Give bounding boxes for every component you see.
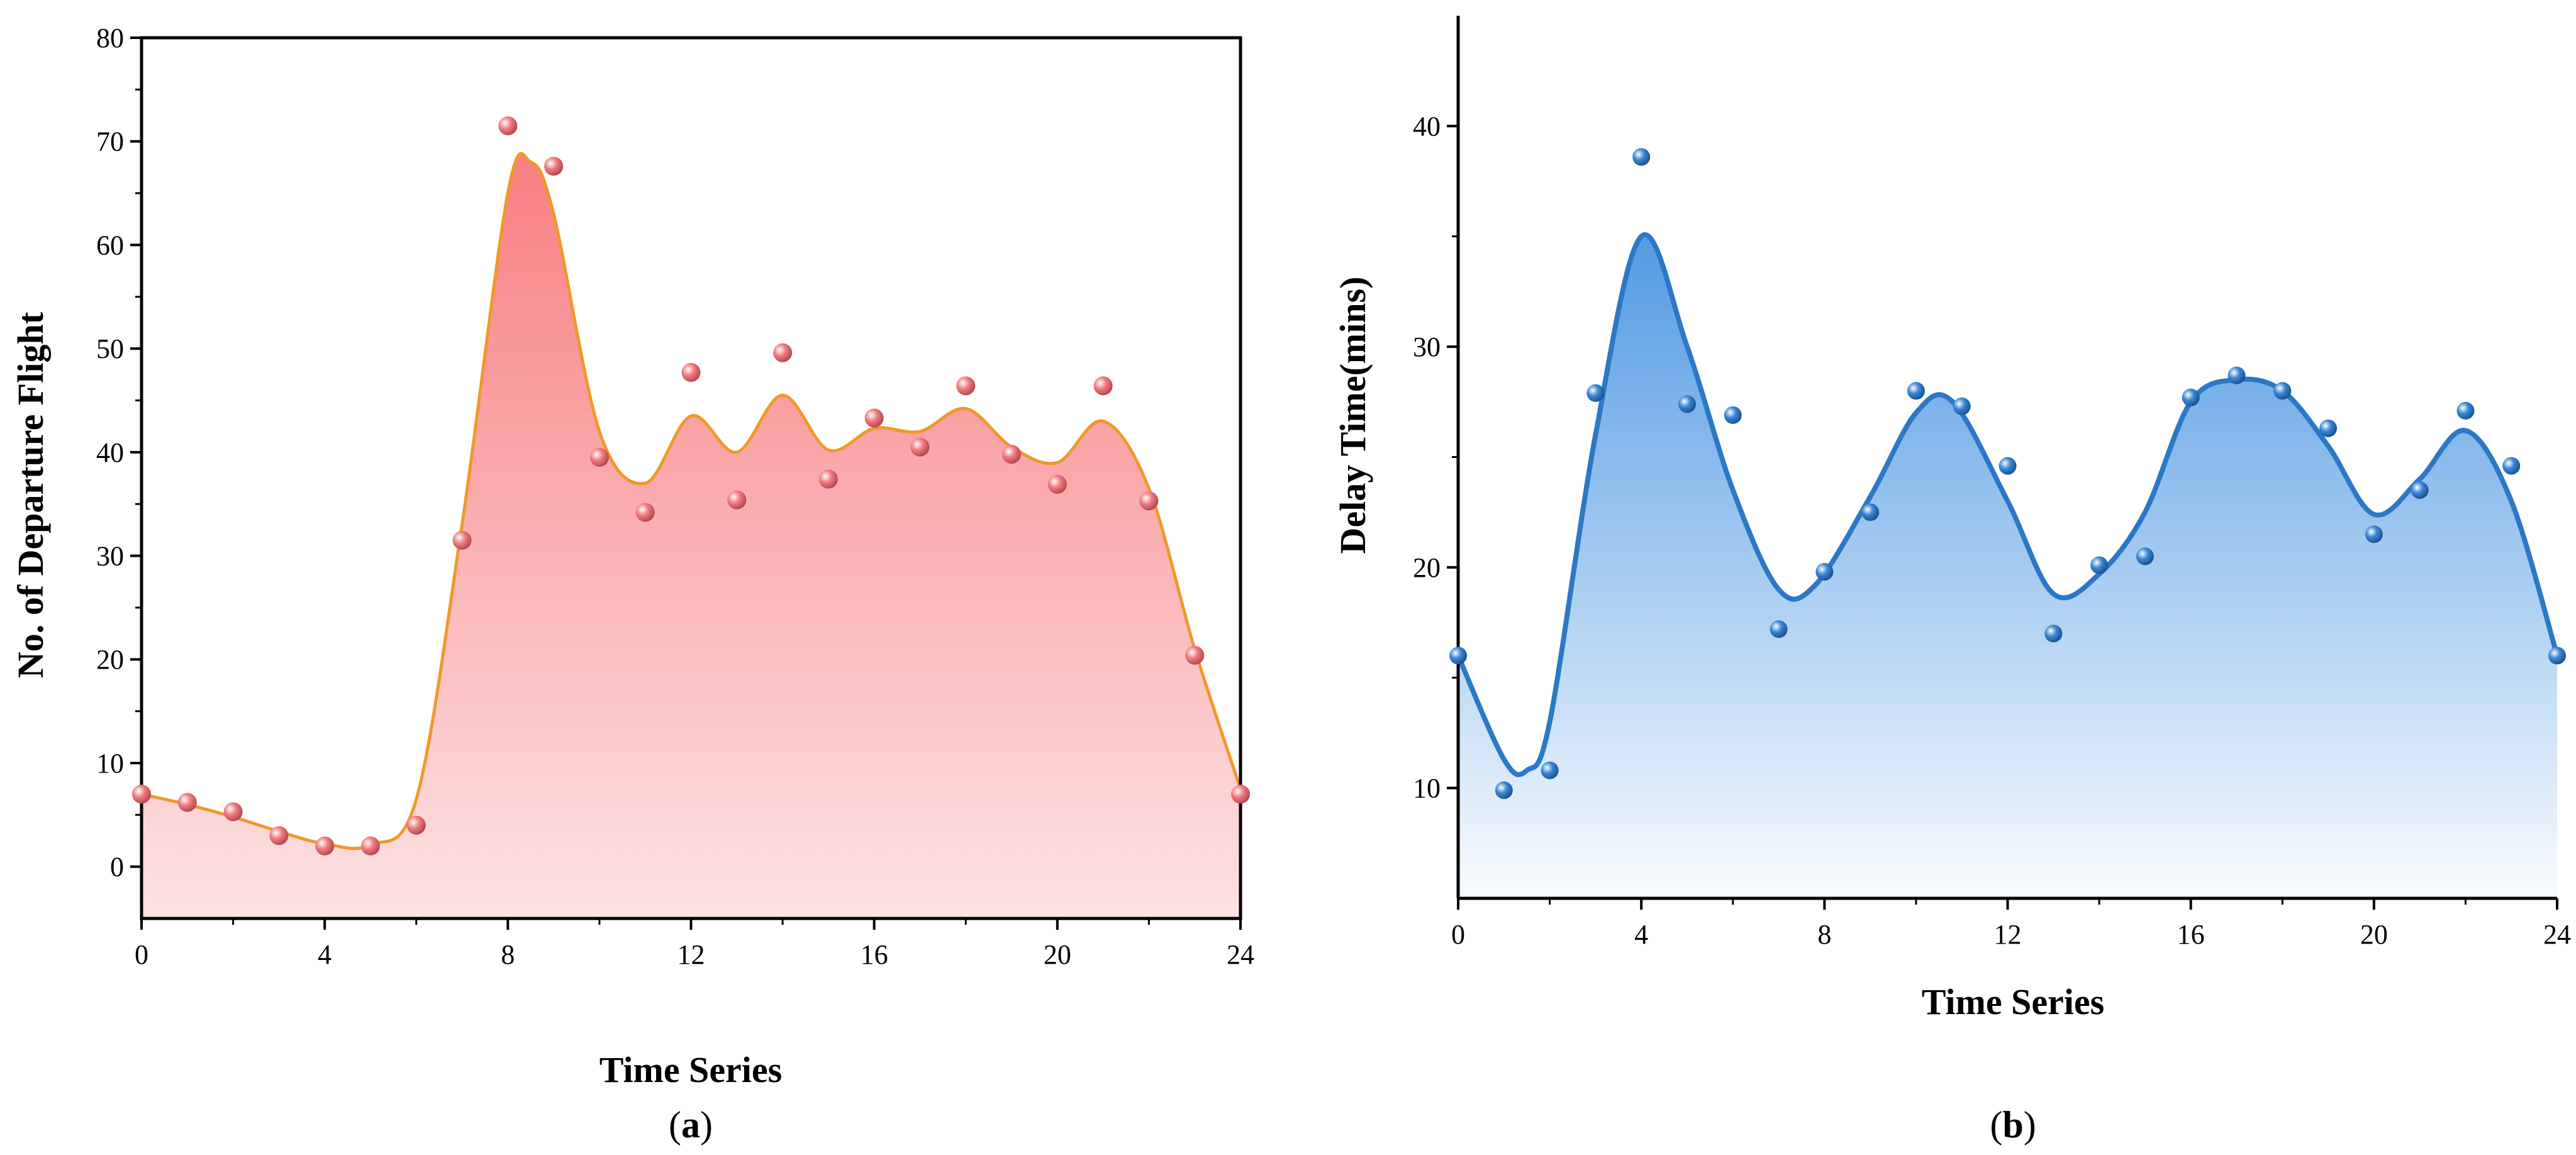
panel-a-x-tick-label: 20 <box>1044 939 1071 970</box>
panel-a-data-point <box>864 408 884 428</box>
panel-a-y-tick-label: 0 <box>110 852 124 883</box>
panel-b-x-tick-label: 0 <box>1451 919 1465 950</box>
panel-b-data-point <box>1449 647 1467 665</box>
panel-b-x-tick-label: 4 <box>1634 919 1648 950</box>
panel-a-data-point <box>1231 784 1250 804</box>
panel-a-chart: 0 4 8 12 16 20 24 0 10 20 30 40 50 60 70 80 Time Series… <box>10 23 1254 1146</box>
panel-a-data-point <box>773 343 793 362</box>
panel-b-x-axis-title: Time Series <box>1922 981 2104 1022</box>
panel-b-caption: (b) <box>1990 1104 2036 1146</box>
panel-a-caption-open: ( <box>669 1104 681 1146</box>
panel-b-x-tick-label: 20 <box>2360 919 2388 950</box>
panel-b-x-tick-label: 12 <box>1994 919 2022 950</box>
panel-a-y-tick-label: 60 <box>96 230 124 260</box>
panel-a-data-point <box>681 363 701 382</box>
panel-a-data-point <box>452 530 472 550</box>
panel-b-data-point <box>2182 388 2200 406</box>
panel-b-y-tick-label: 20 <box>1413 552 1441 583</box>
panel-b-x-tick-label: 8 <box>1817 919 1831 950</box>
panel-a-x-tick-label: 16 <box>861 939 888 970</box>
panel-b-data-point <box>2411 481 2429 499</box>
panel-a-caption-close: ) <box>700 1104 713 1146</box>
panel-b-data-point <box>2273 382 2292 400</box>
panel-b-data-point <box>2548 647 2566 665</box>
panel-a-area-fill <box>142 153 1241 919</box>
panel-a-data-point <box>910 437 930 457</box>
panel-b-x-tick-label: 24 <box>2543 919 2571 950</box>
panel-a-data-point <box>1047 474 1067 494</box>
panel-b-caption-close: ) <box>2024 1104 2036 1146</box>
panel-b-y-tick-label: 10 <box>1413 773 1441 804</box>
panel-a-data-point <box>1002 445 1022 464</box>
panel-a-x-tick-label: 8 <box>501 939 515 970</box>
panel-b-data-point <box>2319 419 2338 437</box>
panel-a-data-point <box>269 826 289 845</box>
panel-b-data-point <box>2365 525 2383 544</box>
panel-a-x-axis-title: Time Series <box>599 1049 782 1090</box>
panel-b-data-point <box>1586 384 1605 402</box>
panel-a-x-tick-label: 4 <box>318 939 332 970</box>
panel-b-data-point <box>1678 395 1696 413</box>
panel-b-data-point <box>1815 562 1834 581</box>
panel-b-data-point <box>2090 556 2109 574</box>
panel-a-y-tick-label: 80 <box>96 23 124 53</box>
panel-b-fitted-line <box>1456 232 2560 778</box>
panel-b-caption-open: ( <box>1990 1104 2002 1146</box>
panel-b-data-point <box>1999 457 2017 475</box>
panel-a-data-point <box>818 469 838 489</box>
panel-b-data-point <box>2502 457 2521 475</box>
panel-a-y-tick-label: 40 <box>96 437 124 468</box>
panel-a-x-tick-label: 0 <box>135 939 148 970</box>
panel-b-data-point <box>1770 620 1788 639</box>
panel-a-data-point <box>635 503 655 522</box>
panel-b-data-point <box>1632 148 1651 166</box>
panel-a-data-point <box>1185 645 1205 665</box>
panel-b-data-point <box>1953 397 1971 415</box>
panel-b-data-point <box>2228 366 2246 384</box>
panel-a-data-point <box>177 793 197 812</box>
panel-a-y-axis-title: No. of Departure Flight <box>10 311 51 678</box>
panel-b-data-point <box>1495 781 1513 800</box>
panel-b-data-point <box>1541 761 1559 779</box>
panel-b-chart: 0 4 8 12 16 20 24 10 20 30 40 Time Series Delay Ti… <box>1332 16 2571 1146</box>
panel-b-caption-letter: b <box>2002 1104 2023 1146</box>
panel-a-y-tick-label: 70 <box>96 126 124 157</box>
panel-b-plot-area: 0 4 8 12 16 20 24 10 20 30 40 <box>1413 16 2571 950</box>
panel-a-data-point <box>727 490 747 510</box>
panel-b-y-tick-label: 40 <box>1413 111 1441 142</box>
panel-a-data-point <box>1093 376 1113 396</box>
panel-b-data-point <box>2044 625 2063 643</box>
panel-a-data-point <box>589 448 609 467</box>
panel-a-y-tick-label: 10 <box>96 748 124 779</box>
panel-a-x-tick-label: 24 <box>1227 939 1254 970</box>
panel-a-data-point <box>1139 491 1159 511</box>
panel-b-data-point <box>2136 547 2154 566</box>
panel-b-area-fill <box>1458 235 2557 898</box>
panel-b-data-point <box>1861 503 1880 522</box>
panel-a-x-tick-label: 12 <box>677 939 705 970</box>
panel-a-plot-area: 0 4 8 12 16 20 24 0 10 20 30 40 50 60 70 80 <box>96 23 1254 970</box>
panel-a-data-point <box>360 836 380 856</box>
panel-a-fitted-line <box>141 152 1242 851</box>
panel-a-caption-letter: a <box>681 1104 700 1146</box>
panel-b-x-tick-label: 16 <box>2177 919 2205 950</box>
panel-a-caption: (a) <box>669 1104 713 1146</box>
panel-a-y-tick-label: 30 <box>96 541 124 572</box>
panel-a-y-tick-label: 50 <box>96 333 124 364</box>
panel-a-data-point <box>223 802 243 822</box>
panel-a-data-point <box>315 836 335 856</box>
panel-a-data-point <box>406 815 426 835</box>
panel-b-y-tick-label: 30 <box>1413 332 1441 362</box>
panel-a-data-point <box>132 784 151 804</box>
panel-a-data-point <box>498 116 518 135</box>
panel-b-data-point <box>1724 406 1742 424</box>
panel-a-y-tick-label: 20 <box>96 644 124 675</box>
panel-b-y-axis-title: Delay Time(mins) <box>1332 277 1373 554</box>
panel-b-data-point <box>2456 401 2475 420</box>
panel-a-data-point <box>956 376 976 396</box>
panel-a-data-point <box>544 157 564 176</box>
panel-b-data-point <box>1907 382 1925 400</box>
